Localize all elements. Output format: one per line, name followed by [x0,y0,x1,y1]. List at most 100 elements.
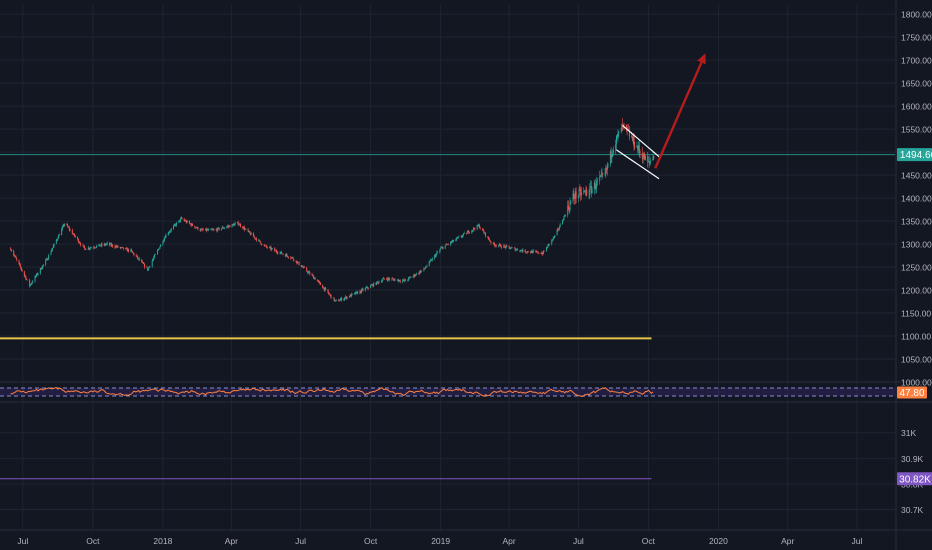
candle-body [510,248,512,250]
candle-body [186,221,188,223]
candle-body [15,256,17,259]
candle-body [552,237,554,240]
candle-body [394,279,396,281]
candle-body [466,232,468,234]
candle-body [431,259,433,261]
price-tick-label: 1300.00 [901,240,932,250]
time-axis[interactable]: Jul Oct 2018 Apr Jul Oct 2019 Apr Jul Oct 2020 Apr J… [17,536,862,546]
candle-body [637,146,639,151]
candle-body [356,291,358,293]
candle-body [153,257,155,260]
candle-body [424,267,426,269]
candle-body [130,249,132,252]
candle-body [402,279,404,281]
candle-body [135,255,137,257]
candle-body [202,229,204,231]
candle-body [447,244,449,245]
candle-body [610,151,612,158]
candle-body [312,275,314,276]
candle-body [90,247,92,249]
candle-body [138,258,140,260]
candle-body [471,230,473,233]
candle-body [163,240,165,243]
candle-body [99,245,101,247]
candle-body [595,187,597,189]
candle-body [287,255,289,258]
candle-body [239,224,241,227]
candle-body [238,224,240,226]
current-price-label: 1494.66 [900,150,932,161]
candle-body [370,285,372,286]
candle-body [609,151,611,164]
candle-body [296,260,298,264]
lower-tick-label: 31K [901,428,916,438]
candle-body [583,191,585,193]
candle-body [413,274,415,276]
candle-body [520,250,522,251]
candle-body [499,244,501,245]
candle-body [116,245,118,247]
candle-body [381,280,383,282]
candle-body [311,274,313,276]
candle-body [191,223,193,226]
forecast-arrow[interactable] [654,61,703,169]
candle-body [290,257,292,259]
candle-body [488,237,490,240]
forecast-arrow-head[interactable] [697,53,706,65]
candle-body [205,228,207,231]
candle-body [142,262,144,264]
candle-body [298,262,300,266]
candle-body [493,242,495,245]
candle-body [509,247,511,249]
indicator-panel[interactable] [0,387,895,398]
candle-body [621,124,623,131]
candle-body [450,241,452,243]
candle-body [361,289,363,293]
candle-body [554,235,556,238]
candle-body [344,297,346,299]
candle-body [504,245,506,247]
candle-body [436,252,438,254]
time-tick-label: Apr [225,536,238,546]
candle-body [254,237,256,239]
candle-body [367,286,369,288]
candle-body [574,191,576,199]
channel-lower-line[interactable] [616,149,660,180]
candle-body [258,239,260,241]
candle-body [391,278,393,280]
price-panel[interactable] [0,53,895,340]
candle-body [373,283,375,287]
candle-body [199,229,201,231]
candle-body [208,229,210,231]
candle-body [24,275,26,277]
candle-body [281,253,283,255]
candle-body [322,284,324,289]
candle-body [285,254,287,257]
candle-body [217,227,219,229]
price-tick-label: 1400.00 [901,194,932,204]
candle-body [13,255,15,256]
candle-body [131,250,133,253]
candle-body [41,268,43,270]
time-tick-label: Jul [852,536,863,546]
time-tick-label: Apr [781,536,794,546]
candle-body [154,254,156,256]
candle-body [557,228,559,231]
candle-body [67,226,69,228]
candle-body [622,124,624,126]
candle-body [46,258,48,261]
candle-body [444,245,446,249]
candle-body [244,228,246,230]
channel-upper-line[interactable] [622,125,660,158]
candle-body [606,164,608,170]
candle-body [109,242,111,245]
candle-body [58,235,60,236]
candle-body [593,182,595,189]
candle-body [434,255,436,259]
candle-body [306,267,308,272]
candle-body [232,224,234,225]
candle-body [488,239,490,241]
candle-body [53,243,55,246]
candle-body [639,151,641,154]
